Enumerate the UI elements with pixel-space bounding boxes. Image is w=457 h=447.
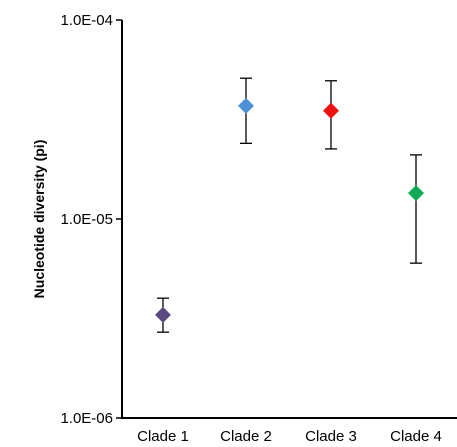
plot-area — [121, 20, 457, 419]
error-bar — [410, 154, 422, 264]
y-tick-label: 1.0E-05 — [60, 211, 113, 228]
data-point-diamond — [238, 97, 254, 114]
y-tick-label: 1.0E-04 — [60, 12, 113, 29]
x-axis-ticks: Clade 1 Clade 2 Clade 3 Clade 4 — [137, 428, 442, 445]
y-axis-title: Nucleotide diversity (pi) — [31, 140, 47, 299]
x-tick-label: Clade 3 — [305, 428, 357, 445]
error-bars — [157, 77, 422, 333]
x-tick-label: Clade 4 — [390, 428, 442, 445]
y-axis-ticks: 1.0E-06 1.0E-05 1.0E-04 — [60, 12, 122, 427]
data-point-diamond — [155, 306, 171, 323]
data-points — [155, 97, 424, 323]
data-point-diamond — [408, 185, 424, 202]
x-tick-label: Clade 2 — [220, 428, 272, 445]
data-point-diamond — [323, 102, 339, 119]
y-tick-label: 1.0E-06 — [60, 410, 113, 427]
x-tick-label: Clade 1 — [137, 428, 189, 445]
